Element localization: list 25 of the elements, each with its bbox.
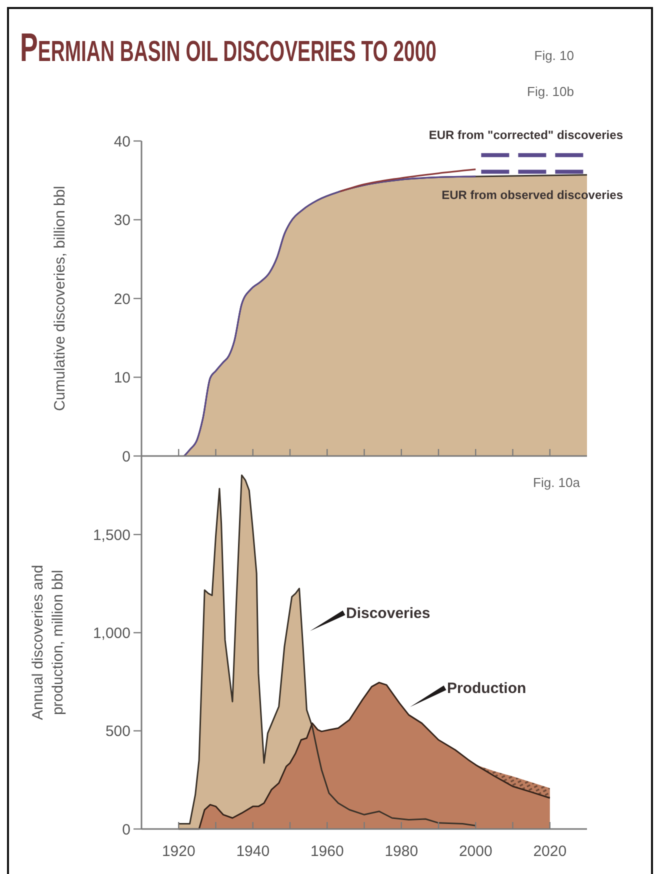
annotation: Fig. 10a bbox=[533, 475, 581, 490]
x-tick-label: 2000 bbox=[458, 843, 492, 860]
y-tick-label: 0 bbox=[122, 821, 130, 838]
caption: Fig. 10b bbox=[527, 84, 574, 99]
x-tick-label: 1960 bbox=[310, 843, 344, 860]
series-label: EUR from "corrected" discoveries bbox=[428, 128, 624, 142]
x-tick-label: 1940 bbox=[236, 843, 270, 860]
x-tick-label: 1920 bbox=[162, 843, 196, 860]
y-tick-label: 0 bbox=[122, 448, 130, 466]
caption: Fig. 10 bbox=[534, 48, 574, 63]
chart-title: PERMIAN BASIN OIL DISCOVERIES TO 2000 bbox=[20, 26, 436, 70]
text: Discoveries bbox=[346, 605, 430, 622]
text: Production bbox=[447, 680, 526, 697]
y-tick-label: 10 bbox=[114, 370, 130, 387]
y-tick-label: 1,000 bbox=[92, 625, 130, 642]
y-tick-label: 500 bbox=[105, 723, 130, 740]
y-axis-title: Cumulative discoveries, billion bbl bbox=[52, 186, 68, 412]
series-label: EUR from observed discoveries bbox=[442, 188, 624, 202]
x-tick-label: 2020 bbox=[533, 843, 567, 860]
y-axis-title: Annual discoveries and production, million bbl bbox=[30, 564, 66, 720]
x-tick-label: 1980 bbox=[384, 843, 418, 860]
y-tick-label: 30 bbox=[114, 212, 130, 230]
y-tick-label: 20 bbox=[114, 290, 130, 308]
y-tick-label: 1,500 bbox=[92, 526, 130, 544]
y-tick-label: 40 bbox=[114, 133, 130, 150]
